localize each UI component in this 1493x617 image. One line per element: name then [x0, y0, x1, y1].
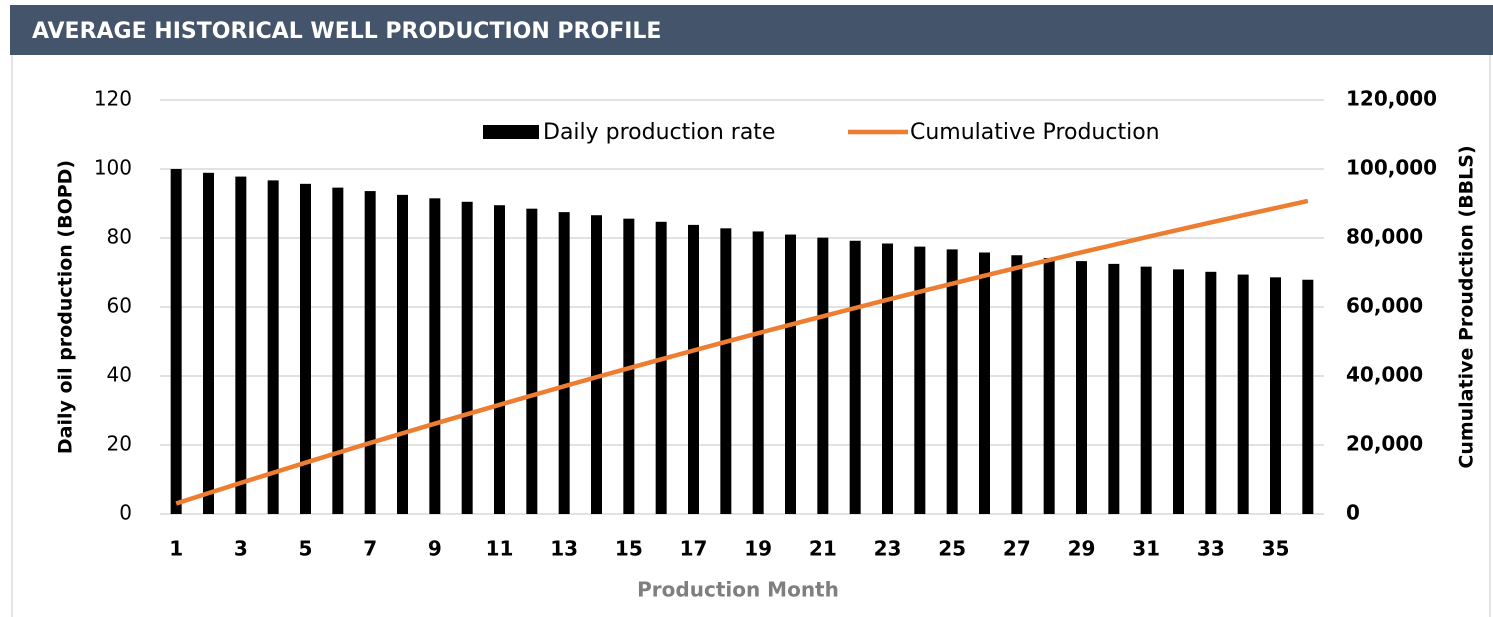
bar	[558, 212, 570, 514]
bar	[914, 246, 926, 514]
x-tick-label: 35	[1262, 537, 1290, 561]
x-tick-label: 3	[234, 537, 248, 561]
legend-swatch	[483, 125, 539, 139]
bar	[526, 208, 538, 515]
bar	[203, 172, 214, 515]
x-tick-label: 1	[169, 537, 183, 561]
x-tick-label: 25	[938, 537, 966, 561]
y2-tick-label: 40,000	[1346, 363, 1423, 387]
y-tick-label: 80	[107, 225, 132, 249]
x-tick-label: 29	[1068, 537, 1096, 561]
x-tick-label: 11	[486, 537, 514, 561]
bar	[1270, 277, 1281, 514]
y2-axis-title: Cumulative Proudction (BBLS)	[1456, 145, 1478, 468]
bar	[785, 234, 796, 515]
bar	[1011, 255, 1023, 514]
bar	[1237, 274, 1249, 514]
y2-tick-label: 100,000	[1346, 156, 1437, 180]
bar	[267, 180, 279, 514]
x-tick-label: 27	[1003, 537, 1031, 561]
y-tick-label: 0	[119, 501, 132, 525]
bar	[170, 169, 182, 514]
y2-tick-label: 60,000	[1346, 294, 1423, 318]
x-tick-label: 19	[744, 537, 772, 561]
bar	[494, 205, 505, 514]
bar	[461, 201, 473, 514]
x-tick-label: 21	[809, 537, 837, 561]
y2-tick-label: 80,000	[1346, 225, 1423, 249]
x-tick-label: 13	[550, 537, 578, 561]
bar	[817, 237, 829, 514]
y2-tick-label: 120,000	[1346, 87, 1437, 111]
bar	[397, 194, 408, 514]
legend-label: Daily production rate	[543, 120, 775, 145]
chart-title: AVERAGE HISTORICAL WELL PRODUCTION PROFI…	[32, 19, 661, 44]
bar	[235, 176, 247, 514]
bar	[1205, 271, 1217, 514]
bar	[979, 252, 990, 515]
y-tick-label: 40	[107, 363, 132, 387]
bar	[752, 231, 764, 514]
x-axis-title: Production Month	[637, 578, 839, 602]
y-tick-label: 60	[107, 294, 132, 318]
header-bar	[10, 5, 1493, 55]
bar	[720, 228, 732, 514]
bar	[429, 198, 441, 514]
y-tick-label: 120	[94, 87, 132, 111]
y2-tick-label: 20,000	[1346, 432, 1423, 456]
bar	[1140, 266, 1152, 514]
x-tick-label: 31	[1132, 537, 1160, 561]
bar	[1108, 263, 1120, 514]
bar	[688, 224, 699, 514]
bar	[946, 249, 958, 514]
bar	[1302, 279, 1314, 514]
x-tick-label: 33	[1197, 537, 1225, 561]
bar	[1173, 269, 1184, 514]
bar	[1076, 261, 1087, 514]
x-tick-label: 7	[363, 537, 377, 561]
legend-label: Cumulative Production	[910, 120, 1160, 145]
y-axis-title: Daily oil production (BOPD)	[55, 160, 77, 454]
bar	[591, 215, 602, 515]
x-tick-label: 5	[299, 537, 313, 561]
y2-tick-label: 0	[1346, 501, 1360, 525]
bar	[882, 243, 893, 514]
y-tick-label: 100	[94, 156, 132, 180]
bar	[1043, 258, 1055, 514]
bar	[300, 183, 311, 514]
x-tick-label: 9	[428, 537, 442, 561]
y-tick-label: 20	[107, 432, 132, 456]
x-tick-label: 17	[680, 537, 708, 561]
bar	[332, 187, 344, 514]
x-tick-label: 23	[874, 537, 902, 561]
bar	[364, 191, 376, 514]
x-tick-label: 15	[615, 537, 643, 561]
line	[175, 198, 1309, 506]
bar	[655, 221, 667, 514]
bar	[849, 240, 861, 514]
